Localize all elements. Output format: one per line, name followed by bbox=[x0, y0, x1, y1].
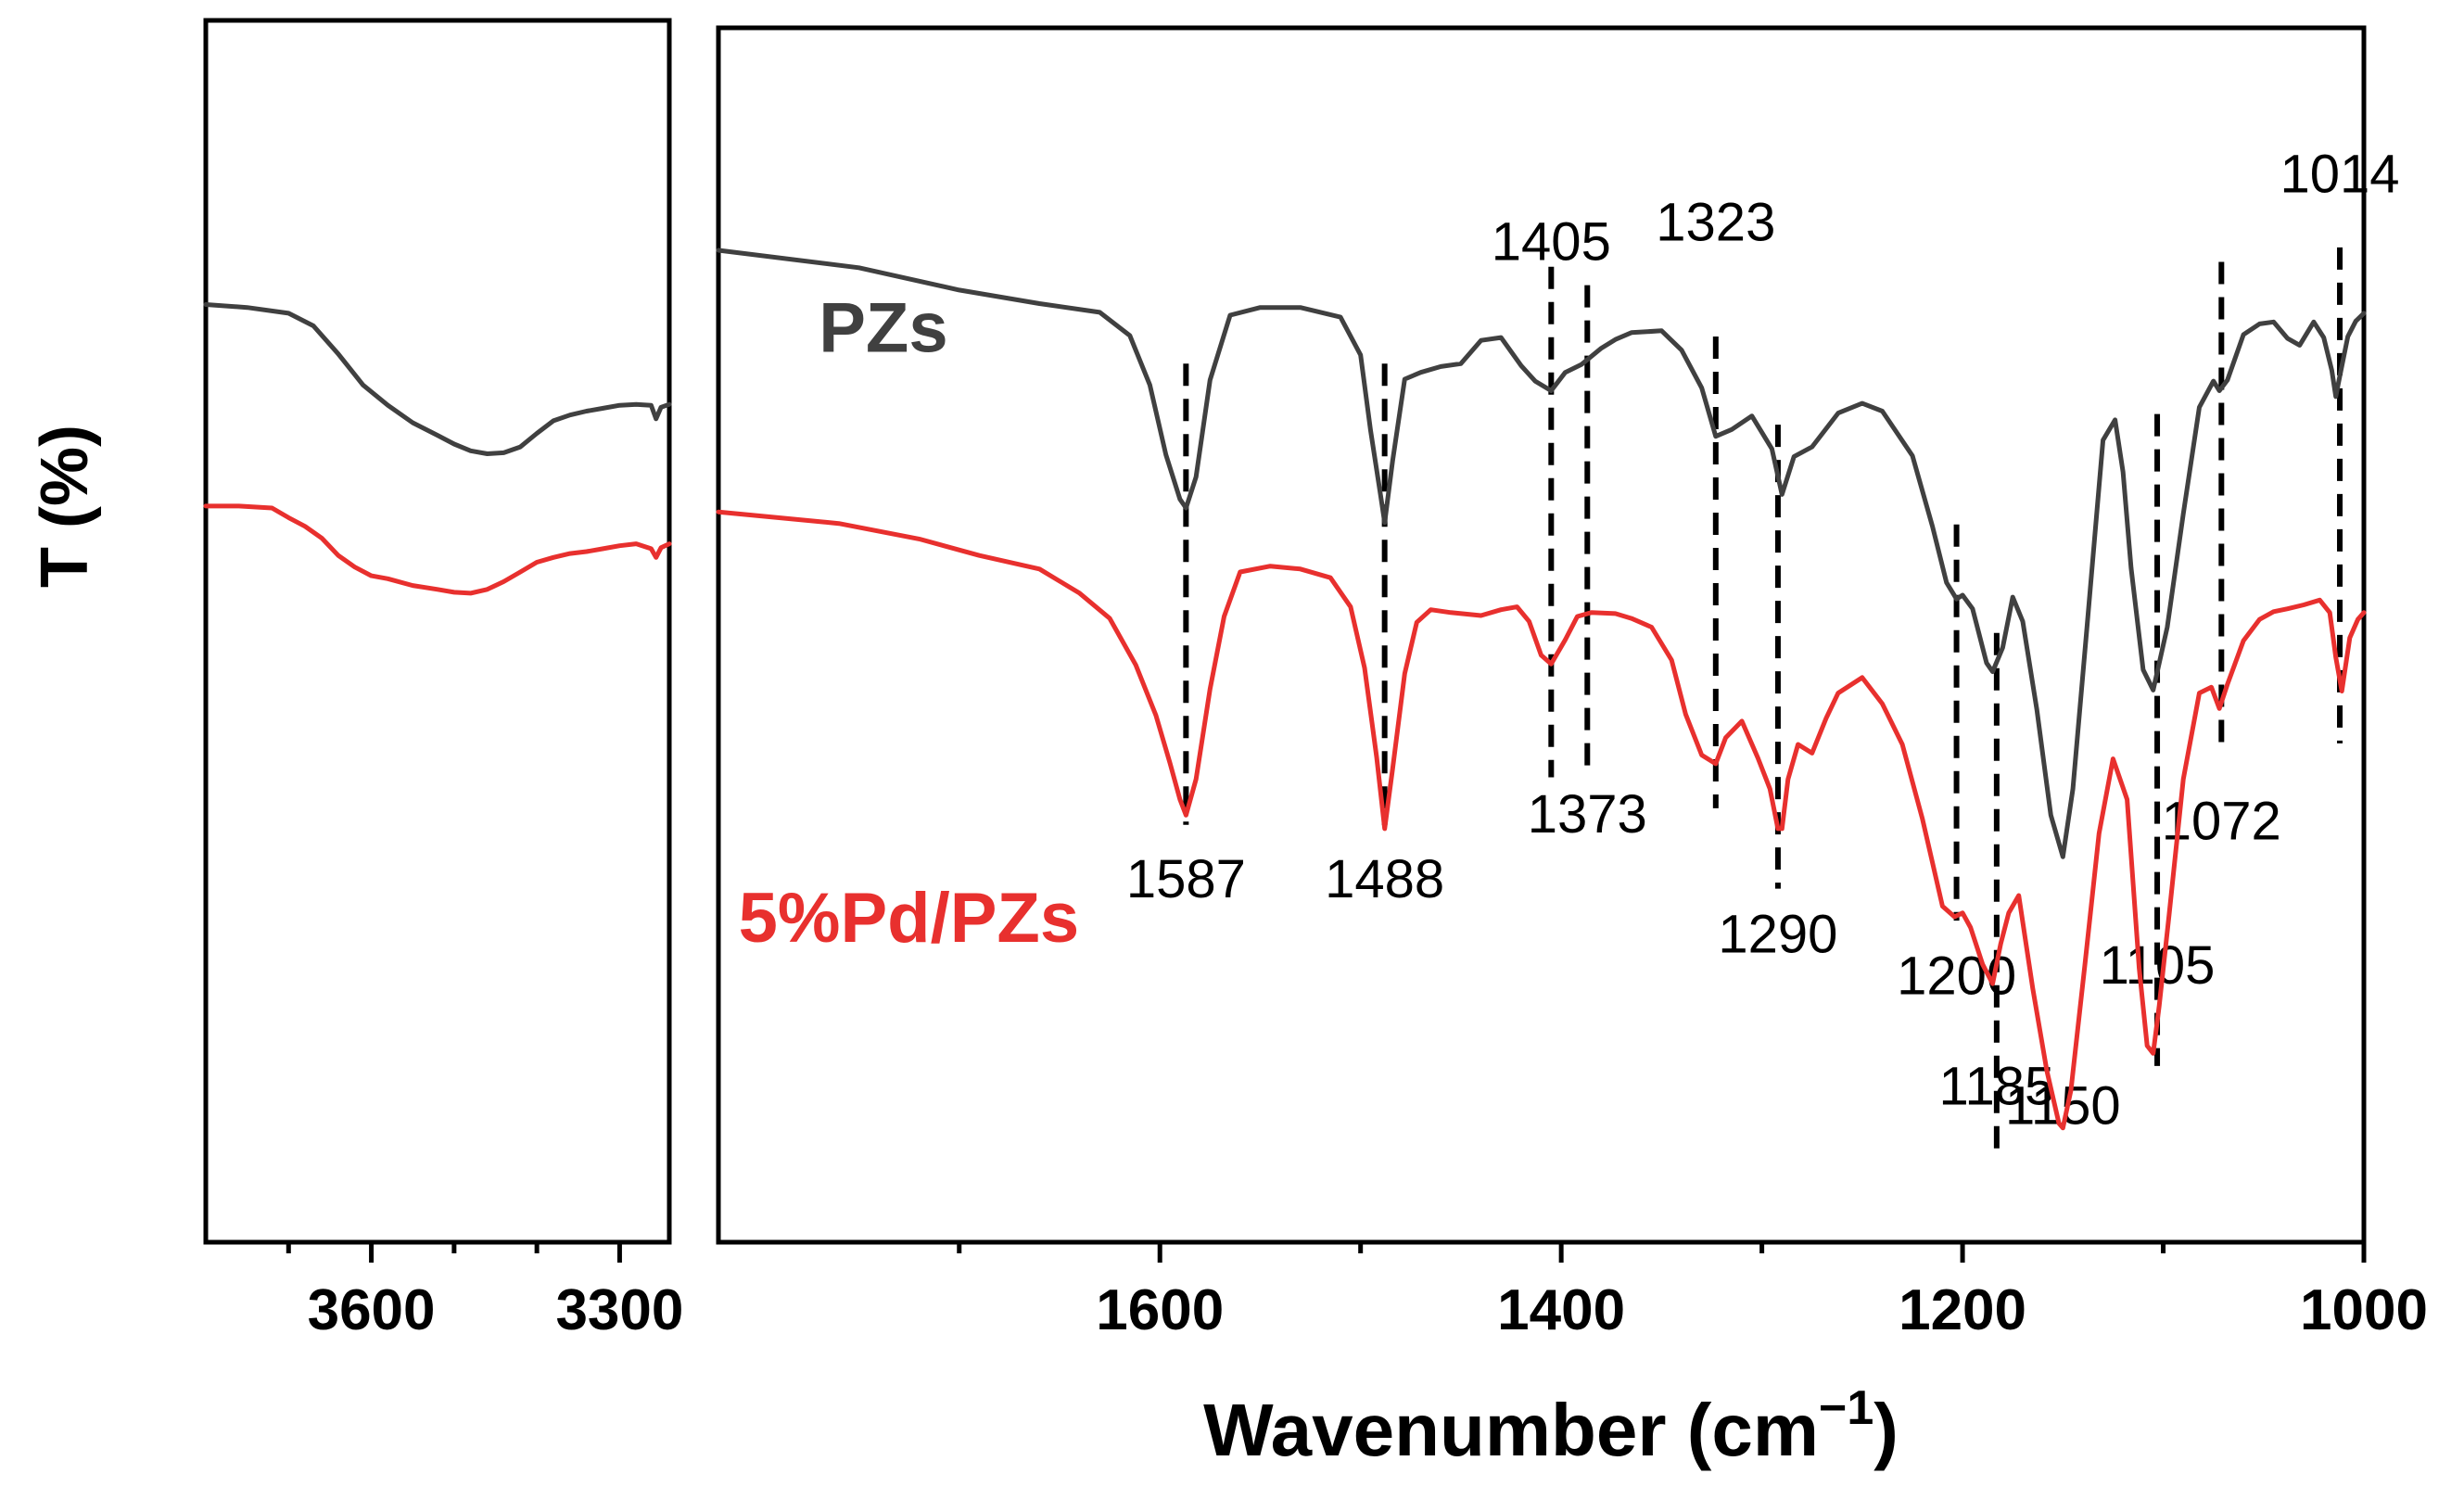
left-plot-frame bbox=[203, 18, 672, 1245]
x-tick-label: 1600 bbox=[1096, 1278, 1224, 1342]
x-tick-label: 3300 bbox=[555, 1278, 683, 1342]
peak-label: 1323 bbox=[1656, 193, 1775, 253]
x-axis-label: Wavenumber (cm−1) bbox=[1203, 1381, 1899, 1471]
peak-label: 1405 bbox=[1492, 211, 1611, 272]
series-line-pd-pzs bbox=[716, 509, 2367, 1131]
peak-label: 1290 bbox=[1718, 905, 1837, 965]
x-tick-label: 1000 bbox=[2300, 1278, 2428, 1342]
x-axis-label-exponent: −1 bbox=[1819, 1381, 1873, 1435]
series-label-pzs: PZs bbox=[819, 289, 947, 368]
x-tick-label: 1400 bbox=[1497, 1278, 1625, 1342]
x-tick-label: 3600 bbox=[308, 1278, 436, 1342]
x-tick-label: 1200 bbox=[1899, 1278, 2026, 1342]
peak-label: 1105 bbox=[2100, 935, 2216, 996]
left-panel: 3600 3300 bbox=[203, 18, 683, 1342]
series-label-pd-pzs: 5%Pd/PZs bbox=[739, 879, 1079, 958]
series-line-pzs bbox=[203, 302, 672, 456]
series-line-pd-pzs bbox=[203, 503, 672, 596]
peak-label: 1373 bbox=[1528, 784, 1647, 845]
right-panel: 1600 1400 1200 1000 1587 1488 1405 1373 1323 1290… bbox=[716, 25, 2428, 1342]
x-axis-label-main: Wavenumber (cm bbox=[1203, 1389, 1819, 1471]
series-line-pzs bbox=[716, 248, 2367, 859]
peak-label: 1185 bbox=[1939, 1057, 2055, 1117]
peak-label: 1488 bbox=[1325, 849, 1444, 909]
right-plot-frame bbox=[716, 25, 2367, 1245]
peak-label: 1587 bbox=[1126, 849, 1246, 909]
peak-label: 1014 bbox=[2280, 144, 2400, 204]
y-axis-label: T (%) bbox=[28, 425, 102, 588]
x-axis-label-close: ) bbox=[1873, 1389, 1899, 1471]
